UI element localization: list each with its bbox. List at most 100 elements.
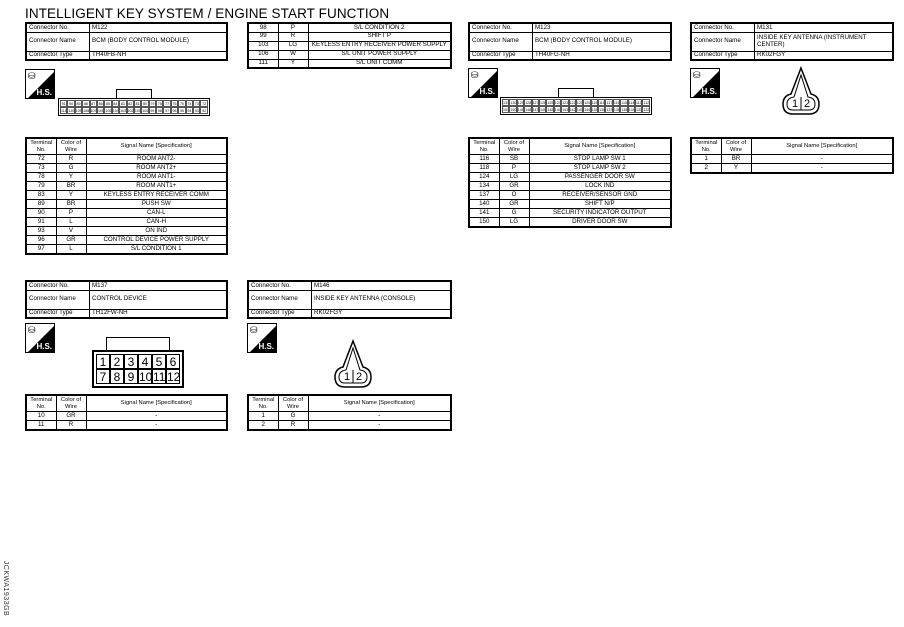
hs-label: H.S. [701, 87, 717, 96]
terminal-cell: 103 [247, 40, 279, 51]
pin: 126 [538, 99, 547, 106]
pin: 98 [156, 107, 164, 114]
terminal-table-M123: Terminal No. Color of Wire Signal Name [Sp… [468, 137, 672, 228]
signal-cell: CAN-H [85, 217, 228, 227]
col-color: Color of Wire [498, 137, 530, 155]
table-row: 98 P S/L CONDITION 2 [247, 22, 452, 33]
color-cell: GR [498, 181, 530, 191]
col-color: Color of Wire [277, 394, 309, 412]
label-type: Connector Type [25, 308, 90, 319]
color-cell: O [498, 190, 530, 200]
terminal-cell: 98 [247, 22, 279, 33]
connector-no: M131 [754, 22, 894, 33]
hs-label: H.S. [36, 88, 52, 97]
table-row: 106 W S/L UNIT POWER SUPPLY [247, 49, 452, 60]
table-row: 1 BR - [690, 154, 894, 164]
terminal-cell: 137 [468, 190, 500, 200]
pin: 2 [110, 354, 124, 369]
col-terminal: Terminal No. [690, 137, 722, 155]
signal-cell: RECEIVER/SENSOR GND [528, 190, 672, 200]
signal-cell: KEYLESS ENTRY RECEIVER POWER SUPPLY [307, 40, 452, 51]
connector-face-M123: 131 130 129 128 127 126 125 124 123 122 121 120 119 1… [500, 88, 652, 115]
terminal-cell: 140 [468, 199, 500, 209]
pin: 114 [627, 99, 636, 106]
signal-cell: DRIVER DOOR SW [528, 217, 672, 227]
connector-name: CONTROL DEVICE [89, 289, 228, 310]
pin: 117 [605, 99, 613, 106]
color-cell: GR [55, 235, 87, 245]
pin: 73 [193, 100, 201, 107]
color-cell: R [277, 31, 309, 42]
terminal-cell: 2 [247, 420, 279, 430]
terminal-cell: 11 [25, 420, 57, 430]
hs-label: H.S. [479, 87, 495, 96]
signal-cell: S/L CONDITION 2 [307, 22, 452, 33]
harness-side-icon: ⛁ H.S. [468, 68, 498, 98]
terminal-cell: 91 [25, 217, 57, 227]
table-row: 141 G SECURITY INDICATOR OUTPUT [468, 208, 672, 218]
pin: 105 [104, 107, 112, 114]
terminal-table-M122: 98 P S/L CONDITION 2 99 R SHIFT P 103 LG KEYLESS… [247, 22, 452, 69]
connector-icon: ⛁ [250, 325, 258, 335]
signal-cell: SHIFT N/P [528, 199, 672, 209]
color-cell: P [55, 208, 87, 218]
table-row: 97 L S/L CONDITION 1 [25, 244, 228, 254]
pin: 100 [141, 107, 149, 114]
connector-icon: ⛁ [471, 70, 479, 80]
signal-cell: S/L UNIT COMM [307, 58, 452, 69]
color-cell: R [55, 420, 87, 430]
pin: 151 [502, 106, 510, 113]
table-row: 137 O RECEIVER/SENSOR GND [468, 190, 672, 200]
pin: 124 [553, 99, 562, 106]
color-cell: Y [277, 58, 309, 69]
color-cell: R [55, 154, 87, 164]
pin: 106 [96, 107, 105, 114]
pin: 80 [141, 100, 149, 107]
signal-cell: S/L UNIT POWER SUPPLY [307, 49, 452, 60]
table-row: 99 R SHIFT P [247, 31, 452, 42]
pin: 8 [110, 369, 124, 384]
connector-header-M146: Connector No. M146 Connector Name INSIDE KE… [247, 280, 452, 319]
label-name: Connector Name [690, 31, 755, 52]
table-row: 111 Y S/L UNIT COMM [247, 58, 452, 69]
table-row: 11 R - [25, 420, 228, 430]
pin: 104 [111, 107, 120, 114]
pin: 145 [546, 106, 554, 113]
pin: 144 [553, 106, 562, 113]
terminal-cell: 73 [25, 163, 57, 173]
connector-no: M137 [89, 280, 228, 291]
pin: 72 [200, 100, 208, 107]
pin: 12 [166, 369, 180, 384]
pin: 4 [138, 354, 152, 369]
table-row: 83 Y KEYLESS ENTRY RECEIVER COMM [25, 190, 228, 200]
pin: 130 [509, 99, 517, 106]
color-cell: G [55, 163, 87, 173]
pin: 2 [804, 98, 811, 110]
pin: 143 [561, 106, 569, 113]
color-cell: L [55, 217, 87, 227]
signal-cell: ROOM ANT2+ [85, 163, 228, 173]
pin: 91 [60, 100, 68, 107]
label-no: Connector No. [247, 280, 312, 291]
table-row: 96 GR CONTROL DEVICE POWER SUPPLY [25, 235, 228, 245]
color-cell: G [277, 411, 309, 421]
pin: 129 [516, 99, 525, 106]
pin: 121 [575, 99, 584, 106]
terminal-cell: 79 [25, 181, 57, 191]
pin: 97 [163, 107, 171, 114]
connector-header-M122: Connector No. M122 Connector Name BCM (BODY… [25, 22, 228, 61]
terminal-cell: 134 [468, 181, 500, 191]
signal-cell: SECURITY INDICATOR OUTPUT [528, 208, 672, 218]
pin: 94 [185, 107, 194, 114]
pin: 81 [133, 100, 142, 107]
pin: 101 [133, 107, 142, 114]
harness-side-icon: ⛁ H.S. [690, 68, 720, 98]
connector-no: M123 [532, 22, 672, 33]
col-signal: Signal Name [Specification] [307, 394, 452, 412]
signal-cell: ROOM ANT2- [85, 154, 228, 164]
connector-face-M137: 1 2 3 4 5 6 7 8 9 10 11 12 [92, 337, 184, 388]
color-cell: P [498, 163, 530, 173]
